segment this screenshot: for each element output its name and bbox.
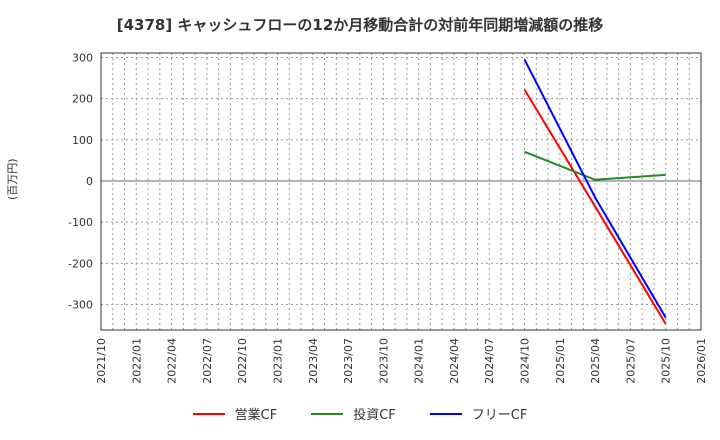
y-tick-label: -100 (68, 216, 93, 229)
legend-swatch-free-cf (429, 412, 462, 415)
x-tick-label: 2025/01 (554, 338, 567, 384)
x-tick-label: 2023/01 (271, 338, 284, 384)
legend-item-free-cf: フリーCF (429, 404, 528, 423)
x-tick-label: 2021/10 (95, 338, 108, 384)
legend-item-operating-cf: 営業CF (192, 404, 278, 423)
y-tick-label: -300 (68, 299, 93, 312)
x-tick-label: 2022/01 (130, 338, 143, 384)
series-line (523, 89, 667, 325)
chart-title: [4378] キャッシュフローの12か月移動合計の対前年同期増減額の推移 (116, 16, 604, 34)
x-tick-label: 2023/04 (307, 338, 320, 384)
x-tick-label: 2023/10 (377, 338, 390, 384)
legend-label: 営業CF (234, 408, 278, 423)
x-tick-label: 2025/04 (589, 338, 602, 384)
legend-item-investing-cf: 投資CF (311, 404, 396, 423)
series-line (523, 59, 667, 319)
legend-swatch-operating-cf (192, 412, 225, 415)
x-tick-label: 2022/07 (201, 338, 214, 384)
legend-label: 投資CF (353, 408, 396, 423)
legend-label: フリーCF (471, 408, 528, 423)
x-tick-label: 2024/04 (448, 338, 461, 384)
y-tick-label: 200 (72, 93, 93, 106)
y-tick-label: 0 (86, 175, 93, 188)
x-tick-label: 2022/10 (236, 338, 249, 384)
plot-frame (100, 52, 702, 331)
y-tick-label: -200 (68, 257, 93, 270)
x-tick-label: 2023/07 (342, 338, 355, 384)
legend: 営業CF 投資CF フリーCF (0, 404, 720, 423)
x-tick-label: 2022/04 (166, 338, 179, 384)
x-tick-label: 2024/10 (519, 338, 532, 384)
x-tick-label: 2025/07 (624, 338, 637, 384)
x-tick-label: 2024/07 (483, 338, 496, 384)
legend-swatch-investing-cf (311, 412, 344, 415)
series-line (524, 150, 666, 181)
x-tick-label: 2025/10 (660, 338, 673, 384)
x-tick-label: 2024/01 (413, 338, 426, 384)
y-tick-label: 100 (72, 134, 93, 147)
y-tick-label: 300 (72, 52, 93, 65)
x-tick-label: 2026/01 (695, 338, 708, 384)
